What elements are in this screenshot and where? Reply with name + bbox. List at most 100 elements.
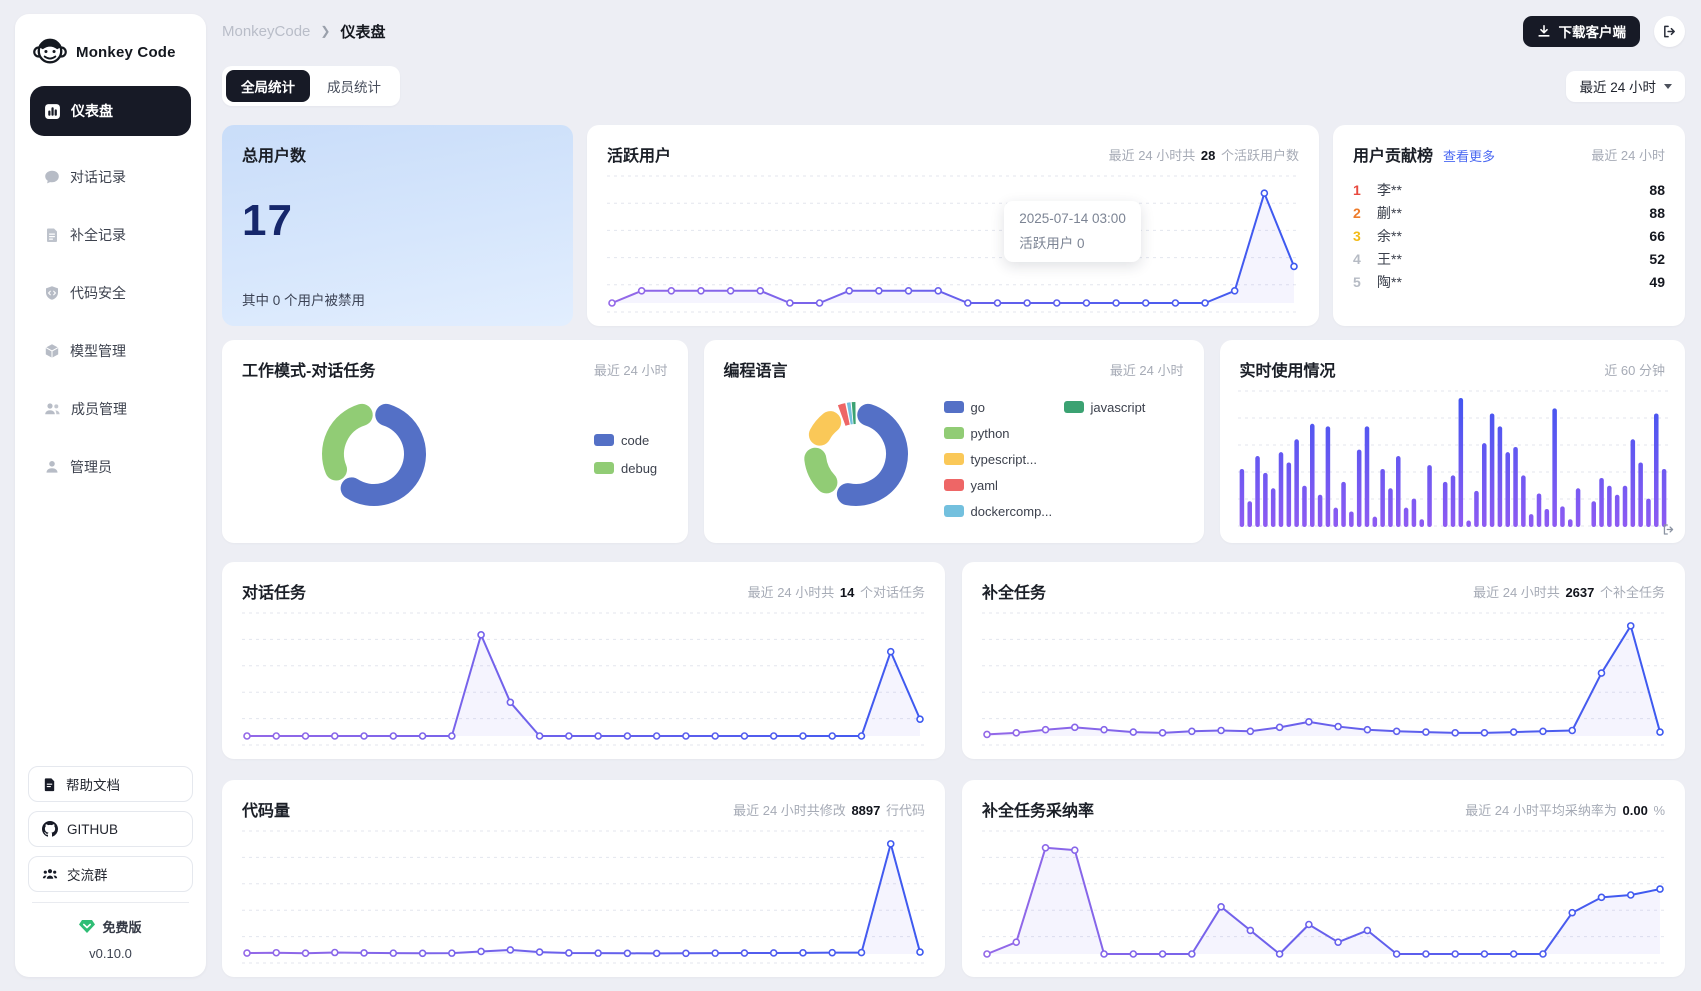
dialog-tasks-subtitle: 最近 24 小时共 14 个对话任务 (747, 584, 925, 600)
legend-item: typescript... (943, 450, 1064, 469)
legend-swatch (594, 434, 614, 446)
community-group-button[interactable]: 交流群 (28, 856, 193, 892)
code-lines-card: 代码量 最近 24 小时共修改 8897 行代码 (222, 780, 945, 977)
rank-badge: 1 (1353, 181, 1361, 198)
languages-card: 编程语言 最近 24 小时 go python typescript... ya… (703, 340, 1204, 543)
filter-row: 全局统计 成员统计 最近 24 小时 (222, 66, 1685, 106)
sidebar-item-admin[interactable]: 管理员 (28, 445, 193, 489)
legend-label: go (970, 399, 985, 415)
sidebar-item-label: 成员管理 (71, 401, 127, 417)
expand-icon[interactable] (1662, 523, 1675, 536)
languages-legend: go python typescript... yaml dockercomp.… (943, 398, 1184, 521)
user-icon (44, 459, 60, 475)
logout-icon (1662, 24, 1677, 39)
user-score: 52 (1649, 250, 1665, 267)
sidebar-item-label: 补全记录 (70, 227, 126, 243)
app-logo: Monkey Code (28, 28, 193, 72)
adoption-rate-chart[interactable] (982, 830, 1665, 964)
work-mode-donut-chart[interactable] (308, 388, 440, 520)
chevron-down-icon (1664, 83, 1672, 89)
legend-swatch (943, 427, 964, 439)
legend-swatch (943, 401, 964, 413)
users-icon (44, 401, 61, 417)
active-users-chart[interactable] (607, 175, 1299, 313)
user-name: 蒯** (1377, 204, 1402, 221)
community-group-label: 交流群 (67, 868, 108, 883)
user-name: 王** (1377, 250, 1402, 267)
total-users-note: 其中 0 个用户被禁用 (242, 293, 366, 308)
leaderboard-title: 用户贡献榜 (1353, 148, 1434, 165)
realtime-usage-title: 实时使用情况 (1239, 363, 1336, 380)
languages-subtitle: 最近 24 小时 (1109, 362, 1184, 378)
legend-label: dockercomp... (970, 503, 1053, 519)
active-users-card: 活跃用户 最近 24 小时共 28 个活跃用户数 2025-07-14 03:0… (587, 125, 1319, 326)
realtime-usage-chart[interactable] (1237, 390, 1668, 527)
tab-global-stats[interactable]: 全局统计 (226, 70, 310, 102)
gem-icon (79, 919, 96, 934)
legend-swatch (943, 453, 964, 465)
legend-item: go (943, 398, 1064, 417)
divider (32, 902, 189, 903)
topbar: MonkeyCode ❯ 仪表盘 下载客户端 (222, 14, 1685, 48)
leaderboard-row: 2 蒯** 88 (1353, 201, 1665, 224)
user-score: 49 (1649, 273, 1665, 290)
realtime-usage-subtitle: 近 60 分钟 (1604, 362, 1665, 378)
sidebar-item-member-management[interactable]: 成员管理 (28, 387, 193, 431)
sidebar-item-label: 管理员 (70, 459, 112, 475)
breadcrumb-root[interactable]: MonkeyCode (222, 22, 311, 40)
work-mode-title: 工作模式-对话任务 (242, 363, 376, 380)
sidebar-footer: 帮助文档 GITHUB 交流群 免费版 v0.10.0 (28, 766, 193, 961)
adoption-rate-card: 补全任务采纳率 最近 24 小时平均采纳率为 0.00 % (962, 780, 1685, 977)
legend-label: javascript (1090, 399, 1146, 415)
sidebar-item-chat-records[interactable]: 对话记录 (28, 155, 193, 199)
legend-label: typescript... (970, 451, 1037, 467)
tab-member-stats[interactable]: 成员统计 (327, 80, 381, 95)
adoption-rate-subtitle: 最近 24 小时平均采纳率为 0.00 % (1465, 802, 1665, 818)
time-range-select[interactable]: 最近 24 小时 (1566, 70, 1685, 102)
user-name: 李** (1377, 181, 1402, 198)
legend-item: python (943, 424, 1064, 443)
legend-swatch (943, 505, 964, 517)
sidebar-item-model-management[interactable]: 模型管理 (28, 329, 193, 373)
languages-title: 编程语言 (723, 363, 788, 380)
sidebar-item-completion-records[interactable]: 补全记录 (28, 213, 193, 257)
user-name: 余** (1377, 227, 1402, 244)
completion-tasks-chart[interactable] (982, 612, 1665, 746)
help-docs-button[interactable]: 帮助文档 (28, 766, 193, 802)
rank-badge: 3 (1353, 227, 1361, 244)
sidebar-item-code-security[interactable]: 代码安全 (28, 271, 193, 315)
github-button[interactable]: GITHUB (28, 811, 193, 847)
legend-item: code (594, 431, 657, 450)
sidebar-item-dashboard[interactable]: 仪表盘 (30, 86, 191, 136)
leaderboard-row: 4 王** 52 (1353, 247, 1665, 270)
active-users-title: 活跃用户 (607, 148, 672, 165)
dialog-tasks-chart[interactable] (242, 612, 925, 746)
adoption-rate-title: 补全任务采纳率 (982, 803, 1095, 820)
app-name: Monkey Code (76, 43, 176, 61)
logout-button[interactable] (1654, 15, 1685, 47)
rank-badge: 5 (1353, 273, 1361, 290)
code-lines-chart[interactable] (242, 830, 925, 964)
legend-item: debug (594, 459, 657, 478)
download-client-label: 下载客户端 (1558, 25, 1627, 40)
sidebar-item-label: 对话记录 (70, 169, 126, 185)
people-group-icon (42, 867, 58, 882)
leaderboard-row: 5 陶** 49 (1353, 270, 1665, 293)
legend-item: dockercomp... (943, 502, 1064, 521)
languages-donut-chart[interactable] (790, 388, 922, 520)
monkey-logo-icon (32, 34, 68, 70)
cube-icon (44, 343, 60, 359)
rank-badge: 2 (1353, 204, 1361, 221)
leaderboard-more-link[interactable]: 查看更多 (1443, 149, 1496, 164)
rank-badge: 4 (1353, 250, 1361, 267)
completion-tasks-title: 补全任务 (982, 585, 1047, 602)
work-mode-card: 工作模式-对话任务 最近 24 小时 code debug (222, 340, 688, 543)
legend-label: code (621, 432, 650, 448)
leaderboard-row: 3 余** 66 (1353, 224, 1665, 247)
user-score: 66 (1649, 227, 1665, 244)
leaderboard-subtitle: 最近 24 小时 (1591, 147, 1665, 163)
download-client-button[interactable]: 下载客户端 (1522, 15, 1640, 47)
legend-label: debug (621, 460, 658, 476)
dialog-tasks-card: 对话任务 最近 24 小时共 14 个对话任务 (222, 562, 945, 759)
code-lines-subtitle: 最近 24 小时共修改 8897 行代码 (733, 802, 925, 818)
